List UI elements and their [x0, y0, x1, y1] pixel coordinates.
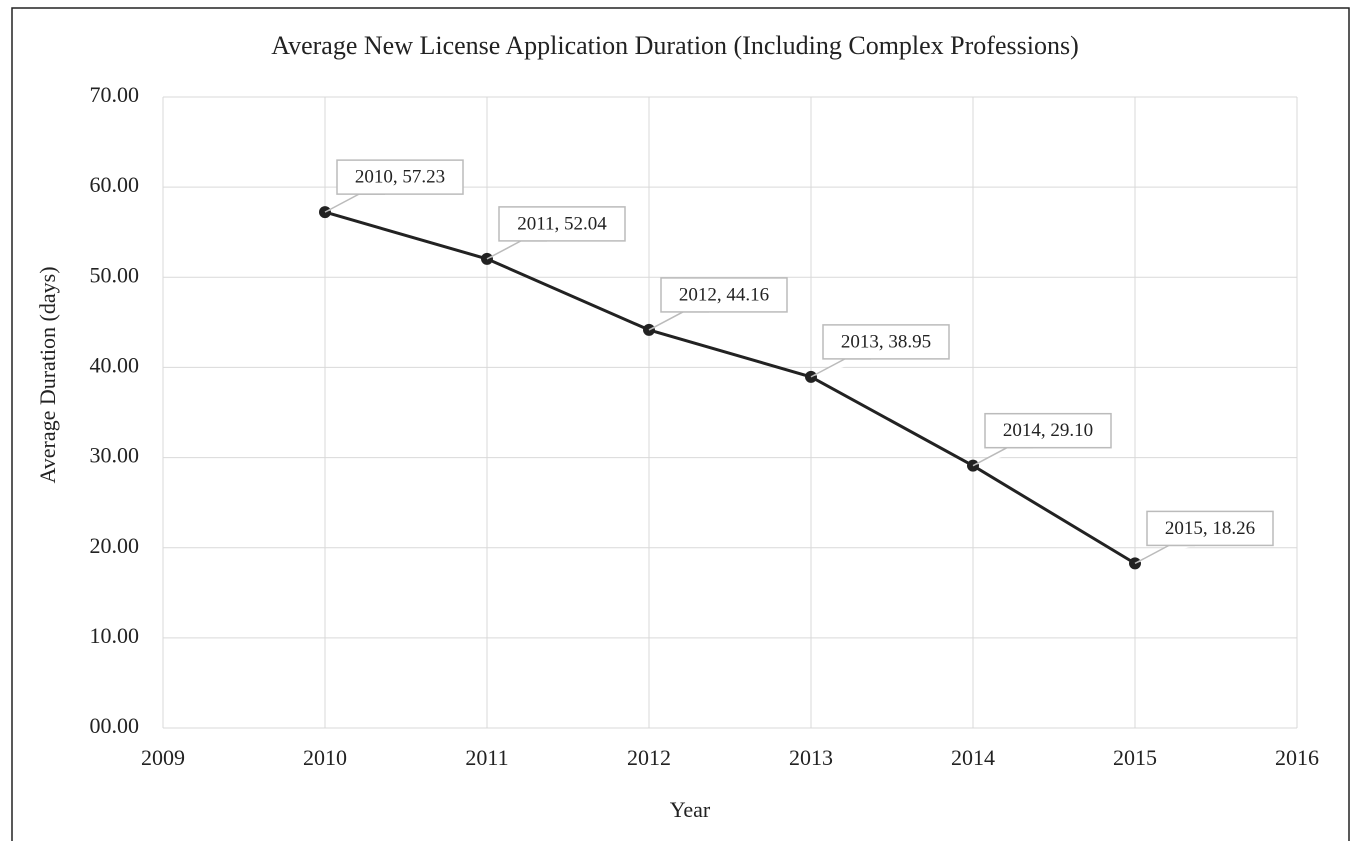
frame — [11, 7, 1350, 841]
data-label: 2014, 29.10 — [1003, 420, 1093, 441]
callout-box — [498, 206, 626, 242]
x-tick-label: 2009 — [141, 745, 185, 770]
x-tick-label: 2010 — [303, 745, 347, 770]
callout — [648, 311, 709, 331]
callout-box — [822, 324, 950, 360]
y-tick-label: 40.00 — [90, 352, 140, 377]
callout — [324, 193, 385, 213]
x-tick-label: 2013 — [789, 745, 833, 770]
callout — [972, 446, 1033, 467]
data-line — [324, 210, 1136, 565]
x-tick-label: 2016 — [1275, 745, 1319, 770]
y-axis-label: Average Duration (days) — [35, 266, 60, 483]
data-label: 2012, 44.16 — [679, 284, 769, 305]
data-label: 2015, 18.26 — [1165, 518, 1255, 539]
y-tick-label: 10.00 — [90, 623, 140, 648]
x-tick-label: 2012 — [627, 745, 671, 770]
x-tick-label: 2011 — [465, 745, 508, 770]
y-tick-label: 00.00 — [90, 713, 140, 738]
callout-box — [660, 277, 788, 313]
data-label: 2010, 57.23 — [355, 166, 445, 187]
y-tick-label: 60.00 — [90, 172, 140, 197]
callout-box — [984, 412, 1112, 449]
data-label: 2011, 52.04 — [517, 213, 607, 234]
y-tick-label: 50.00 — [90, 262, 140, 287]
x-axis-label: Year — [670, 797, 711, 822]
callout — [486, 240, 547, 260]
data-label: 2013, 38.95 — [841, 331, 931, 352]
callout-box — [336, 159, 464, 195]
x-tick-label: 2015 — [1113, 745, 1157, 770]
chart-title: Average New License Application Duration… — [271, 31, 1079, 60]
callout-box — [1146, 510, 1274, 547]
y-tick-label: 20.00 — [90, 533, 140, 558]
y-tick-label: 30.00 — [90, 443, 140, 468]
y-tick-label: 70.00 — [90, 82, 140, 107]
x-tick-label: 2014 — [951, 745, 995, 770]
